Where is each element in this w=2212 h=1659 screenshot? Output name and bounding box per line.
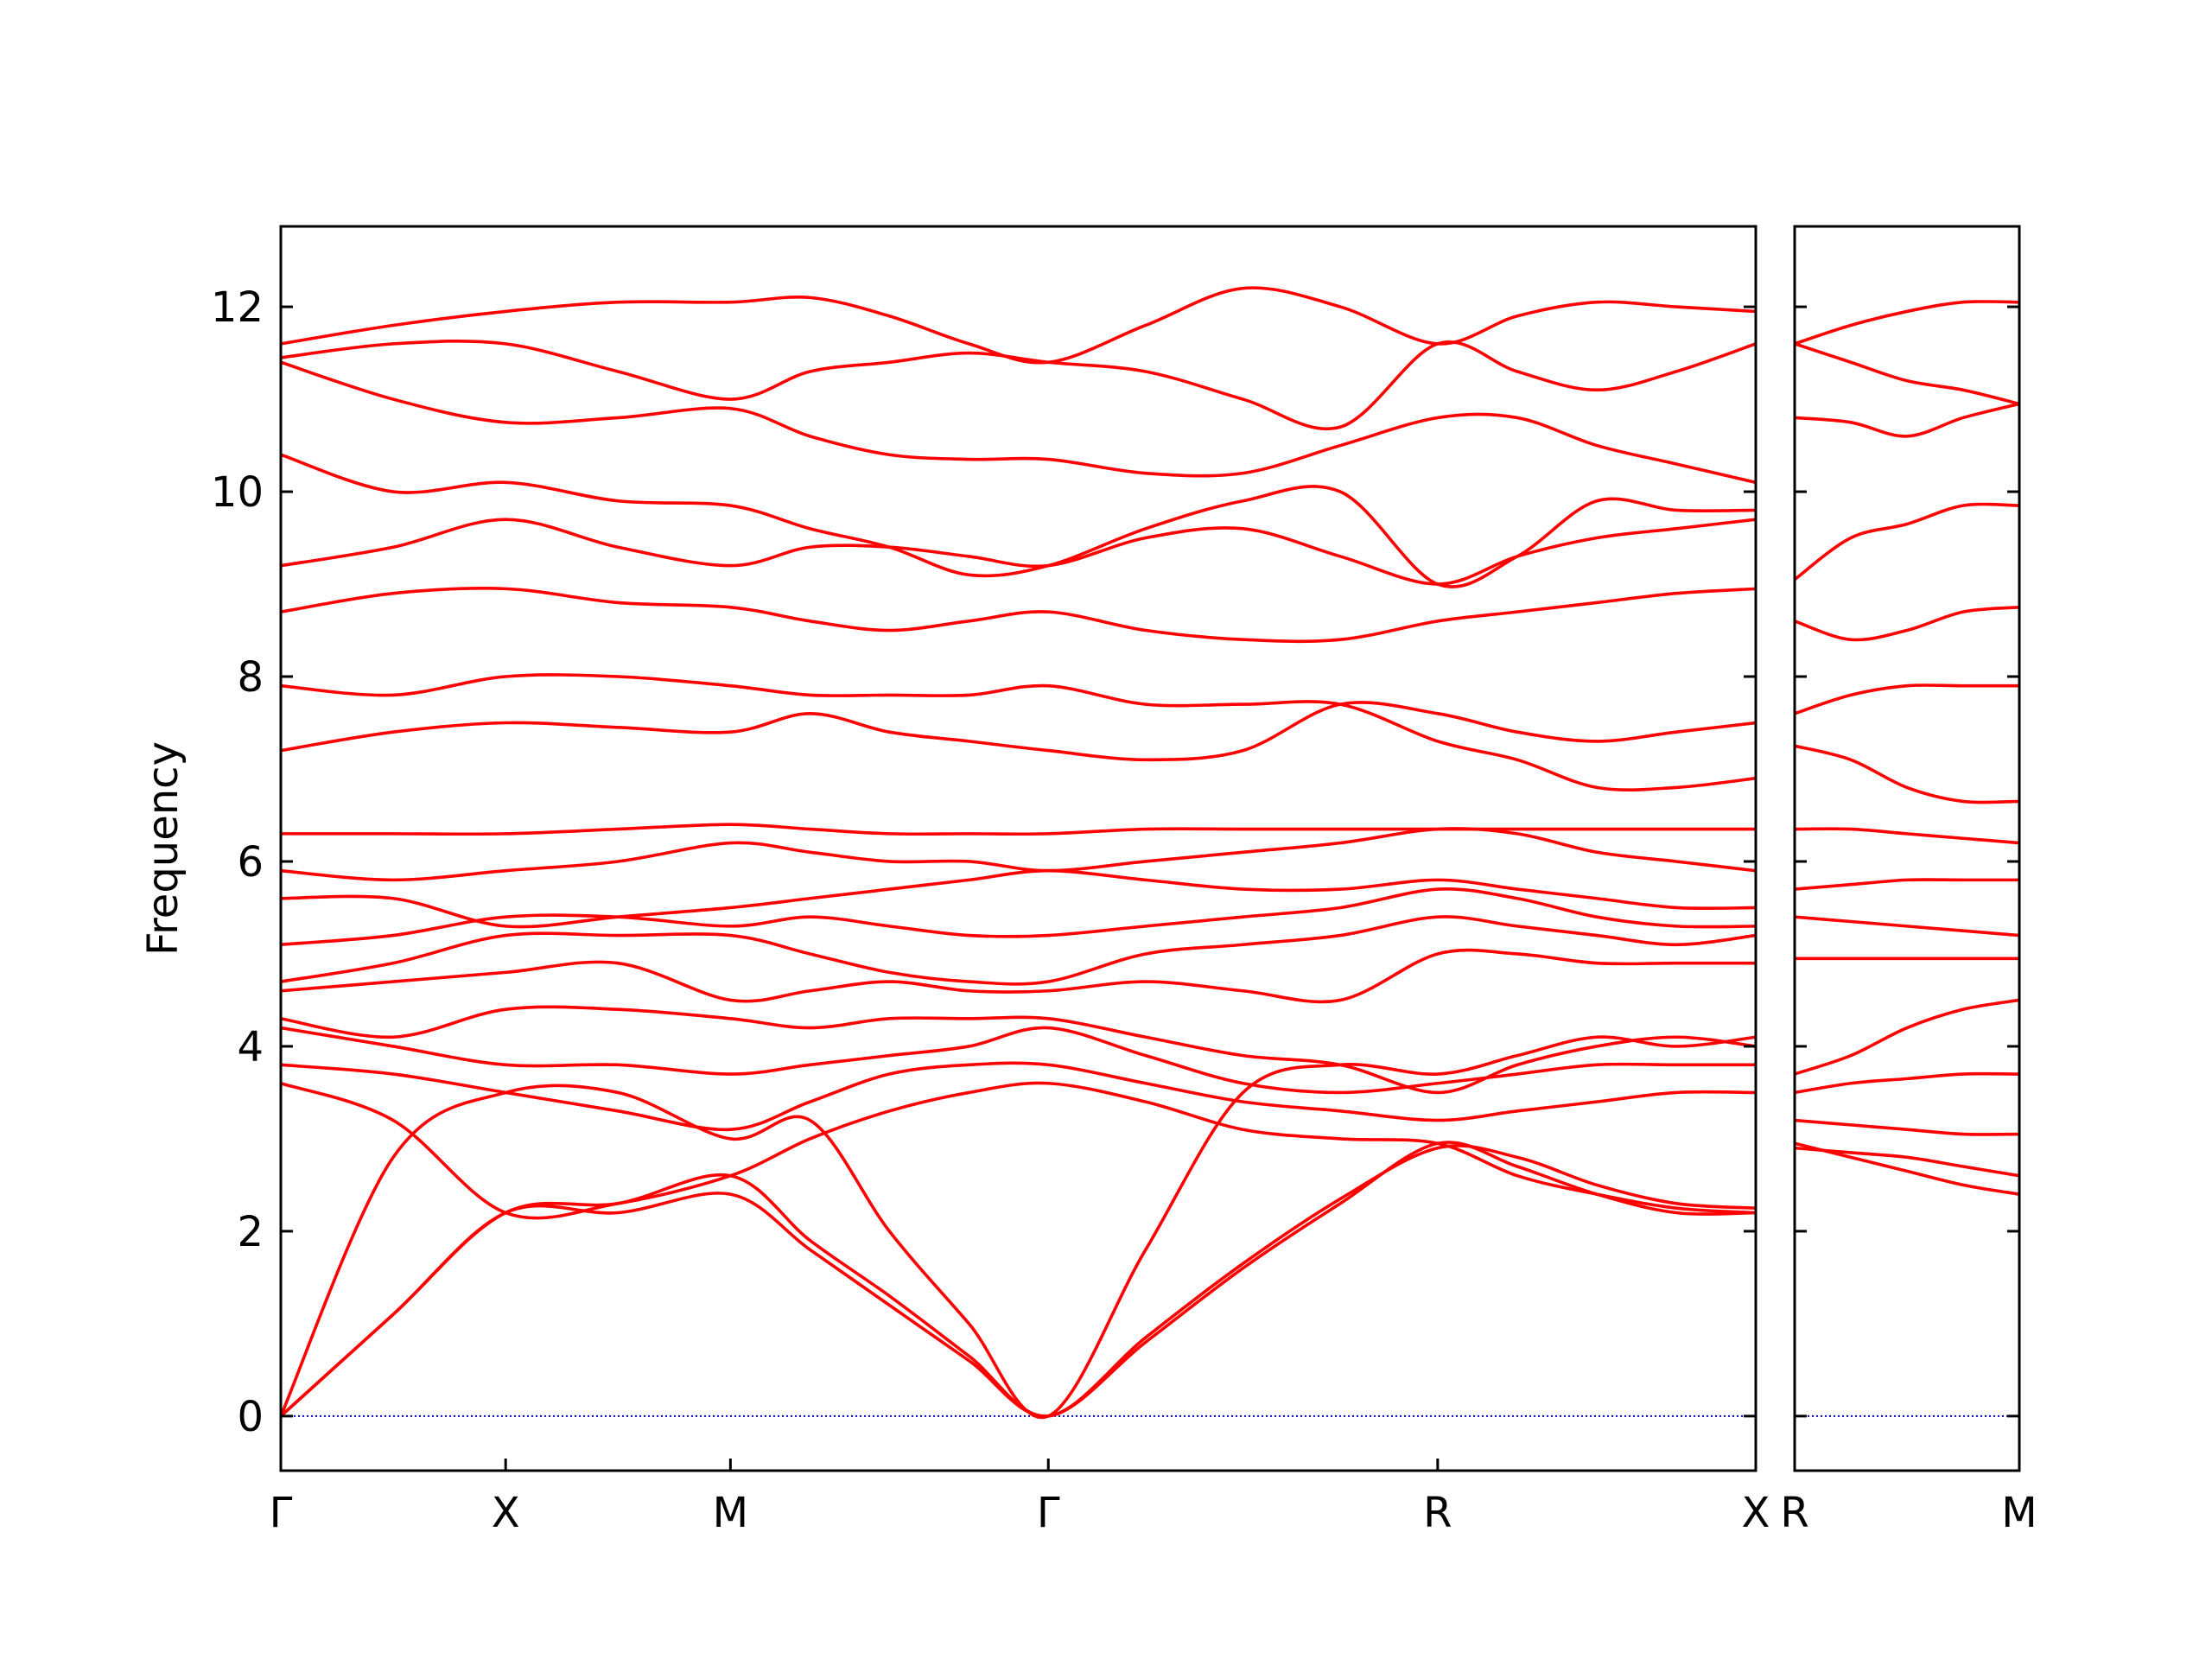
band-line [281,1005,1756,1095]
band-line [1795,1071,2019,1095]
x-tick-label: M [713,1489,748,1537]
band-line [1795,342,2019,406]
band-line [1795,300,2019,346]
bands [281,286,1756,1420]
band-line [281,673,1756,792]
band-line [281,1035,1756,1420]
band-line [281,1026,1756,1095]
y-tick-label: 10 [211,468,264,517]
x-tick-label: X [492,1489,520,1537]
band-line [1795,402,2019,438]
band-line [281,915,1756,986]
y-tick-label: 12 [211,283,264,332]
y-tick-label: 2 [237,1208,264,1256]
plot-frame [279,225,1758,1472]
y-tick-label: 6 [237,838,264,887]
x-tick-label: R [1780,1489,1808,1537]
x-tick-label: Γ [1037,1489,1060,1537]
band-line [1795,605,2019,642]
band-line [1795,502,2019,582]
band-line [281,360,1756,485]
band-line [281,701,1756,762]
x-tick-label: M [2001,1489,2037,1537]
band-line [1795,998,2019,1076]
y-tick-label: 4 [237,1023,264,1071]
x-tick-label: X [1742,1489,1770,1537]
x-tick-label: Γ [270,1489,293,1537]
band-line [281,948,1756,1004]
band-line [1795,744,2019,804]
band-line [1795,1118,2019,1136]
y-axis-label: Frequency [139,741,188,956]
band-line [281,1061,1756,1132]
band-line [1795,1141,2019,1196]
band-line [281,887,1756,947]
band-line [281,587,1756,644]
band-line [281,453,1756,588]
bands [1795,300,2019,1196]
band-line [1795,1146,2019,1178]
band-line [1795,827,2019,845]
plot-frame [1793,225,2021,1472]
band-line [281,286,1756,365]
y-tick-label: 0 [237,1393,264,1441]
band-line [1795,878,2019,891]
band-line [281,823,1756,836]
y-tick-label: 8 [237,653,264,702]
band-line [281,1081,1756,1220]
band-line [1795,683,2019,715]
band-line [281,827,1756,882]
band-line [1795,915,2019,938]
x-tick-label: R [1423,1489,1452,1537]
